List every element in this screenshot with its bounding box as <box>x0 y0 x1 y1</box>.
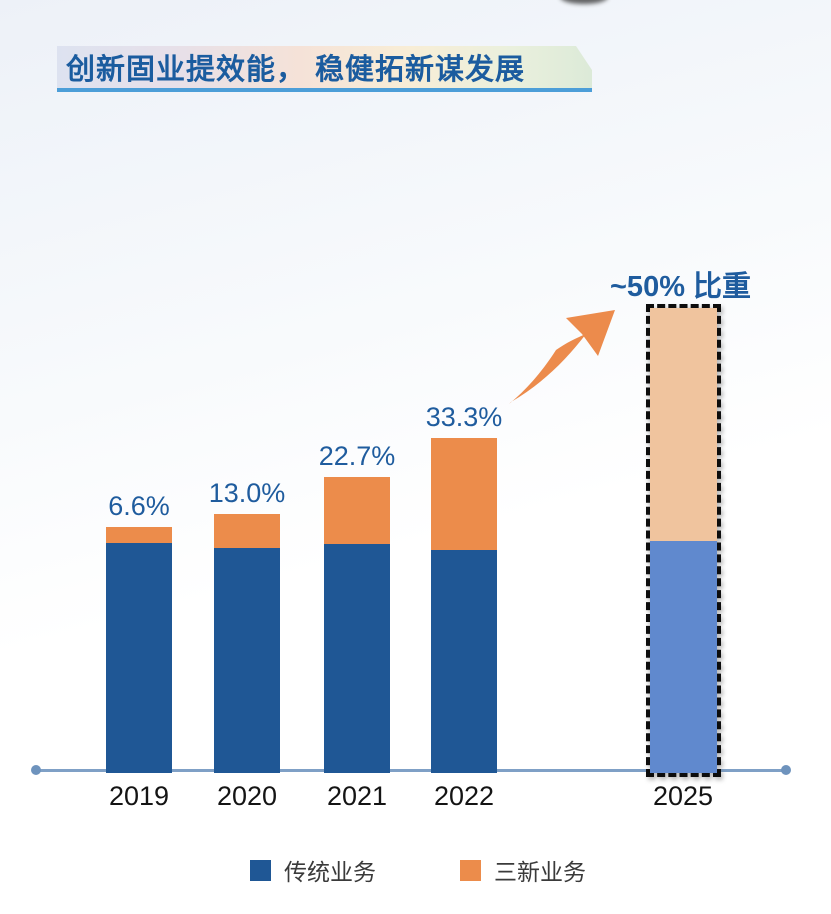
bar-2020 <box>214 514 280 773</box>
decorative-ellipse <box>560 0 608 4</box>
segment-new-2021 <box>324 477 390 544</box>
target-share-label: ~50% 比重 <box>610 271 752 303</box>
share-label-2021: 22.7% <box>318 441 396 471</box>
title-banner: 创新固业提效能， 稳健拓新谋发展 <box>57 46 592 92</box>
legend-label-new: 三新业务 <box>494 859 586 885</box>
x-axis-line <box>36 769 786 772</box>
share-label-2019: 6.6% <box>108 491 170 521</box>
legend-item-new: 三新业务 <box>460 853 586 887</box>
segment-traditional-2025 <box>650 541 717 773</box>
segment-new-2022 <box>431 438 497 550</box>
segment-traditional-2021 <box>324 544 390 773</box>
x-axis-left-dot <box>31 765 41 775</box>
page-title: 创新固业提效能， 稳健拓新谋发展 <box>66 54 526 86</box>
bar-2025 <box>650 308 717 773</box>
legend-item-traditional: 传统业务 <box>250 853 376 887</box>
highlight-dashed-box-2025 <box>646 304 721 777</box>
bar-2022 <box>431 438 497 773</box>
share-label-2020: 13.0% <box>208 478 286 508</box>
segment-traditional-2019 <box>106 543 172 773</box>
segment-new-2025 <box>650 308 717 541</box>
year-label-2021: 2021 <box>326 781 388 811</box>
bar-2019 <box>106 527 172 773</box>
year-label-2022: 2022 <box>433 781 495 811</box>
segment-traditional-2020 <box>214 548 280 773</box>
segment-new-2020 <box>214 514 280 548</box>
legend-label-traditional: 传统业务 <box>284 859 376 885</box>
bar-2021 <box>324 477 390 773</box>
year-label-2019: 2019 <box>108 781 170 811</box>
legend: 传统业务 三新业务 <box>250 853 586 887</box>
legend-swatch-new-icon <box>460 859 481 881</box>
year-label-2025: 2025 <box>652 781 714 811</box>
growth-arrow-icon <box>509 310 615 404</box>
share-label-2022: 33.3% <box>425 402 503 432</box>
year-label-2020: 2020 <box>216 781 278 811</box>
x-axis-right-dot <box>781 765 791 775</box>
segment-traditional-2022 <box>431 550 497 773</box>
legend-swatch-traditional-icon <box>250 859 271 881</box>
segment-new-2019 <box>106 527 172 543</box>
